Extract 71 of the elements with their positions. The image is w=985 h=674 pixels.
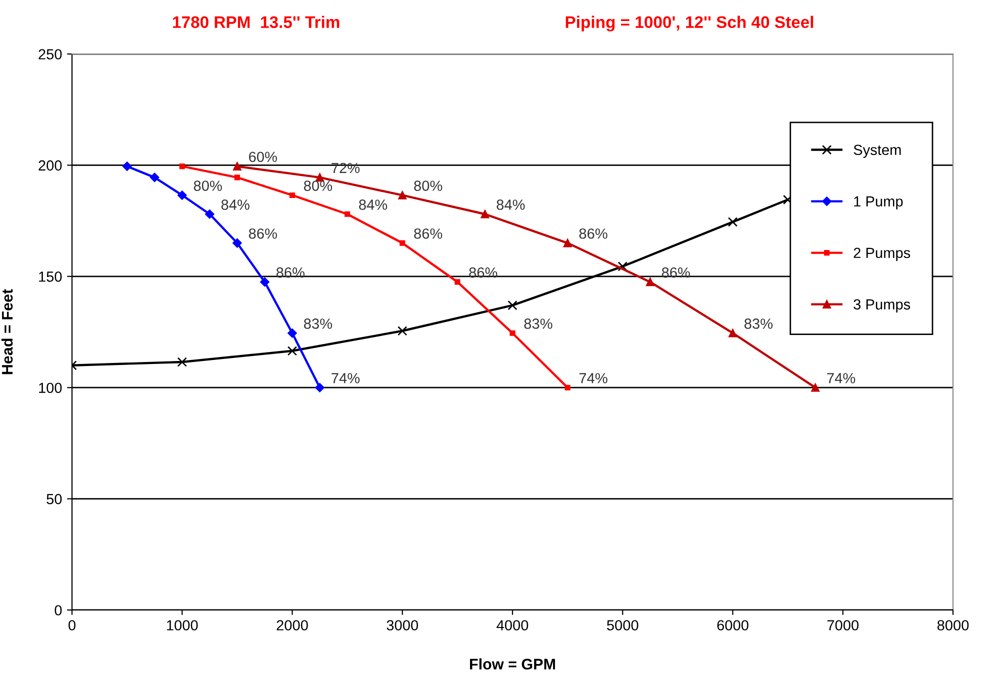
- point: [177, 357, 187, 367]
- y-tick-label: 100: [39, 382, 62, 394]
- x-tick-label: 7000: [827, 620, 859, 630]
- x-axis-title: Flow = GPM: [470, 658, 555, 670]
- point: [178, 190, 187, 200]
- point: [233, 162, 242, 170]
- x-tick-label: 8000: [937, 620, 969, 630]
- point: [289, 192, 296, 198]
- annotation: 60%: [249, 152, 277, 162]
- annotation: 74%: [332, 373, 360, 384]
- annotation: 74%: [827, 373, 856, 384]
- annotation: 80%: [194, 180, 222, 191]
- y-tick-label: 150: [39, 272, 62, 282]
- y-tick-label: 200: [38, 160, 62, 171]
- annotation: 86%: [276, 267, 304, 278]
- point: [150, 172, 160, 182]
- x-tick-label: 3000: [386, 620, 418, 630]
- y-tick-label: 250: [38, 49, 62, 60]
- x-tick-label: 0: [68, 620, 76, 630]
- legend-label: 1 Pump: [854, 196, 903, 210]
- chart-subtitle: Piping = 1000', 12'' Sch 40 Steel: [566, 16, 814, 32]
- point: [563, 238, 572, 248]
- x-tick-label: 6000: [717, 620, 748, 630]
- point: [398, 191, 407, 200]
- annotation: 84%: [496, 200, 525, 210]
- point: [480, 210, 490, 218]
- point: [646, 278, 654, 286]
- annotation: 80%: [414, 180, 442, 191]
- x-tick-label: 4000: [496, 620, 528, 630]
- point: [232, 238, 242, 248]
- chart-title: 1780 RPM 13.5'' Trim: [173, 16, 340, 28]
- point: [288, 328, 297, 338]
- point: [122, 162, 132, 171]
- point: [400, 240, 406, 246]
- point: [508, 300, 518, 310]
- point: [728, 328, 737, 338]
- point: [205, 210, 214, 219]
- point: [811, 383, 820, 392]
- annotation: 86%: [414, 228, 442, 239]
- annotation: 84%: [221, 200, 250, 210]
- annotation: 86%: [662, 267, 690, 278]
- annotation: 80%: [304, 180, 332, 191]
- point: [564, 384, 570, 390]
- point: [287, 346, 298, 356]
- point: [234, 174, 240, 180]
- annotation: 86%: [579, 228, 608, 239]
- legend-label: 2 Pumps: [854, 248, 910, 261]
- annotation: 83%: [304, 318, 332, 329]
- x-tick-label: 5000: [606, 620, 638, 630]
- point: [344, 211, 350, 217]
- annotation: 83%: [744, 318, 773, 329]
- point: [315, 382, 324, 392]
- x-tick-label: 2000: [276, 620, 308, 630]
- point: [454, 279, 460, 285]
- annotation: 83%: [524, 318, 552, 329]
- legend-label: 3 Pumps: [854, 299, 910, 312]
- annotation: 86%: [469, 267, 498, 278]
- y-tick-label: 50: [46, 494, 62, 504]
- point: [260, 277, 270, 287]
- legend-label: System: [854, 144, 901, 158]
- point: [618, 262, 628, 272]
- annotation: 74%: [579, 373, 608, 384]
- x-tick-label: 1000: [167, 620, 198, 630]
- point: [398, 326, 408, 336]
- y-tick-label: 0: [54, 605, 62, 616]
- point: [179, 164, 185, 170]
- point: [510, 330, 516, 336]
- annotation: 86%: [248, 228, 277, 239]
- annotation: 84%: [359, 200, 388, 210]
- point: [728, 217, 738, 227]
- y-axis-title: Head = Feet: [1, 289, 13, 374]
